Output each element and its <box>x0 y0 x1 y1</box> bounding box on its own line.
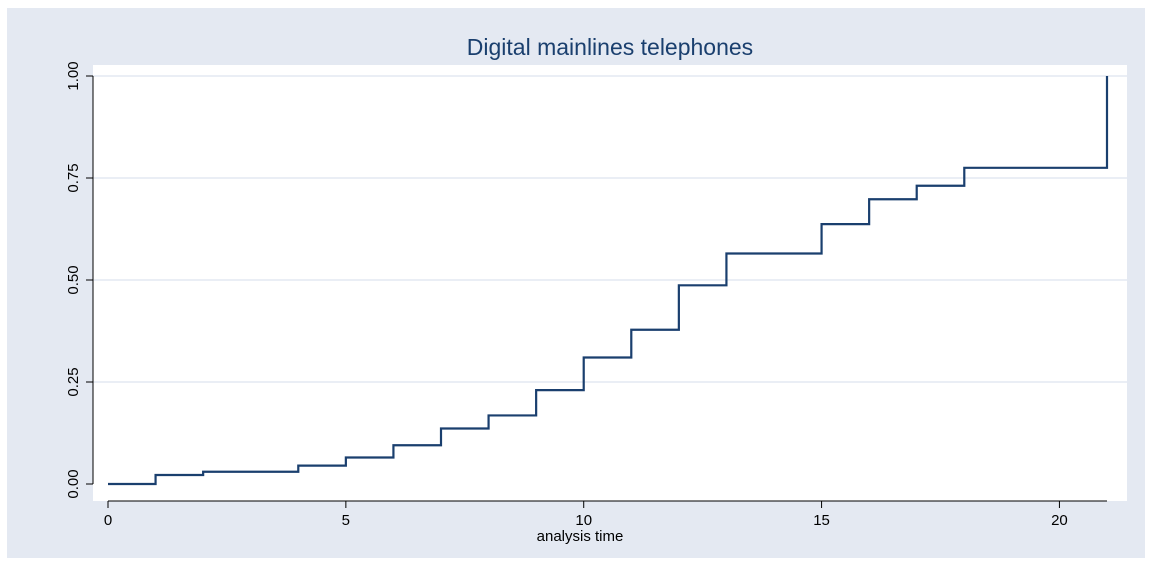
tick-labels: 0.00 0.25 0.50 0.75 1.00 0 5 10 15 20 <box>65 61 1068 529</box>
x-tick-label-0: 0 <box>104 512 112 529</box>
chart-svg: 0.00 0.25 0.50 0.75 1.00 0 5 10 15 20 Digital mai… <box>65 34 1127 545</box>
series-line-0 <box>108 76 1109 486</box>
x-tick-label-2: 10 <box>575 512 592 529</box>
y-tick-label-3: 0.75 <box>65 163 82 192</box>
x-tick-label-4: 20 <box>1051 512 1068 529</box>
y-tick-label-0: 0.00 <box>65 469 82 498</box>
series-layer <box>108 76 1109 486</box>
chart-title: Digital mainlines telephones <box>467 34 753 60</box>
y-tick-label-1: 0.25 <box>65 367 82 396</box>
x-axis-label: analysis time <box>537 528 624 545</box>
x-tick-label-3: 15 <box>813 512 830 529</box>
y-tick-label-2: 0.50 <box>65 265 82 294</box>
plot-area <box>93 65 1127 501</box>
chart-figure: 0.00 0.25 0.50 0.75 1.00 0 5 10 15 20 Digital mai… <box>7 8 1145 558</box>
x-tick-label-1: 5 <box>342 512 350 529</box>
y-tick-label-4: 1.00 <box>65 61 82 90</box>
axes <box>86 75 1107 508</box>
grid-lines <box>93 75 1127 383</box>
